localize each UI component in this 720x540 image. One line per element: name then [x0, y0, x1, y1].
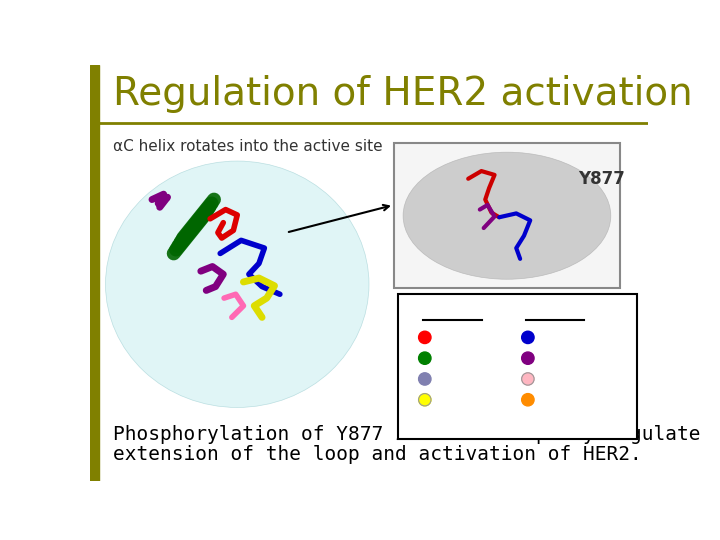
Circle shape	[418, 352, 431, 365]
Text: Regulation of HER2 activation: Regulation of HER2 activation	[113, 75, 693, 112]
Circle shape	[418, 394, 431, 406]
Bar	[90, 65, 99, 481]
Text: C-loop: C-loop	[539, 391, 596, 409]
Bar	[394, 143, 620, 288]
Text: Active: Active	[418, 307, 487, 326]
Text: αC helix rotates into the active site: αC helix rotates into the active site	[113, 139, 383, 154]
Text: Y877: Y877	[578, 170, 625, 188]
Circle shape	[522, 331, 534, 343]
Circle shape	[418, 331, 431, 343]
Circle shape	[522, 394, 534, 406]
Text: Inactive: Inactive	[511, 307, 599, 326]
Text: N-loop: N-loop	[436, 370, 494, 388]
Text: C-loop: C-loop	[436, 391, 493, 409]
Text: extension of the loop and activation of HER2.: extension of the loop and activation of …	[113, 445, 642, 464]
Text: αC helix: αC helix	[436, 349, 509, 367]
Circle shape	[522, 373, 534, 385]
Text: A-loop: A-loop	[539, 328, 596, 346]
Circle shape	[418, 373, 431, 385]
Bar	[398, 294, 637, 439]
Text: N-loop: N-loop	[539, 370, 598, 388]
Text: Phosphorylation of Y877 in the A-loop may regulate: Phosphorylation of Y877 in the A-loop ma…	[113, 425, 701, 444]
Text: A-loop: A-loop	[436, 328, 492, 346]
Ellipse shape	[106, 161, 369, 408]
Text: αC helix: αC helix	[539, 349, 612, 367]
Ellipse shape	[403, 152, 611, 279]
Circle shape	[522, 352, 534, 365]
